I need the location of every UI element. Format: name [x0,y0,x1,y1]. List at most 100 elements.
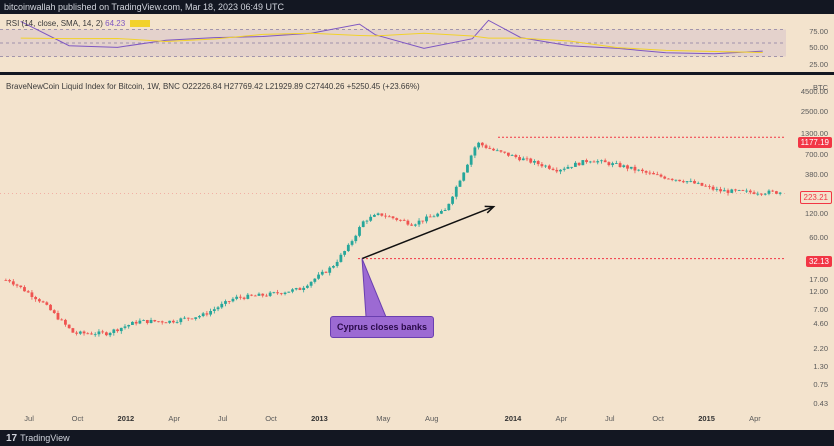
main-legend[interactable]: BraveNewCoin Liquid Index for Bitcoin, 1… [6,82,420,91]
time-axis[interactable] [0,410,834,430]
candle-down [704,185,708,187]
candle-down [518,157,521,161]
candle-up [473,147,477,156]
candle-up [313,278,317,282]
price-level-label: 380.00 [805,170,828,180]
candle-down [577,162,581,166]
candle-down [67,324,71,329]
price-scale[interactable] [786,75,834,410]
rsi-level-25: 25.00 [809,60,828,69]
candle-down [298,288,302,290]
candle-down [626,165,629,169]
candle-down [276,292,280,294]
candle-down [752,192,756,194]
time-axis-label: Apr [749,414,761,423]
candle-down [648,172,652,174]
candle-down [525,158,529,160]
candle-up [767,190,771,194]
time-axis-label: Oct [71,414,84,423]
candle-up [562,168,566,170]
candle-down [242,297,246,299]
candle-up [756,193,760,195]
candle-down [60,319,64,321]
candle-up [629,166,633,169]
candle-down [205,313,209,315]
candle-down [760,193,763,195]
candle-down [748,190,752,193]
candle-down [384,215,387,217]
candle-up [335,261,339,267]
candle-up [778,192,782,194]
trend-arrow-head [484,205,496,214]
candle-up [763,193,767,195]
candle-down [190,318,194,320]
candle-up [436,213,440,217]
candle-down [37,299,41,302]
price-level-label: 17.00 [809,275,828,285]
candle-down [19,285,23,288]
candle-down [719,189,722,192]
rsi-legend-label: RSI (14, close, SMA, 14, 2) [6,19,103,28]
candle-up [149,319,153,324]
annotation-pointer [361,258,387,318]
candle-up [142,319,145,321]
main-price-pane[interactable] [0,75,786,410]
candle-up [309,281,313,286]
candle-down [41,301,45,303]
time-axis-label: Apr [555,414,568,423]
candle-up [131,321,134,325]
time-axis-label: 2014 [504,414,522,423]
candle-down [406,220,410,225]
candle-down [678,179,682,182]
time-axis-label: Oct [652,414,665,423]
candle-up [108,332,112,336]
rsi-legend[interactable]: RSI (14, close, SMA, 14, 2) 64.23 [6,19,151,28]
candle-up [365,220,369,222]
candle-down [585,160,588,163]
price-level-label: 1300.00 [800,128,828,138]
candle-up [477,142,481,148]
candle-down [484,145,488,148]
candle-up [544,165,548,167]
candle-up [216,307,220,310]
candle-up [268,292,272,296]
candle-up [201,313,205,317]
candle-down [555,169,559,172]
candle-up [425,216,428,222]
tradingview-brand[interactable]: 17 TradingView [6,433,70,444]
candle-up [302,287,306,290]
candle-down [52,310,56,313]
candle-up [283,292,287,295]
candle-up [696,182,700,184]
candle-down [134,321,138,324]
candle-up [454,186,458,197]
candle-down [633,166,637,171]
candle-up [533,161,536,163]
candle-up [596,161,600,163]
rsi-scale[interactable] [786,14,834,72]
candle-down [547,165,551,169]
candle-down [726,190,730,193]
candle-down [655,174,659,176]
price-level-label: 700.00 [805,149,828,159]
candle-down [34,296,38,300]
price-level-label: 120.00 [805,209,828,219]
candle-down [261,293,265,296]
candle-down [618,163,622,167]
rsi-sma-line [20,32,763,54]
candle-up [469,155,473,165]
candle-up [737,190,741,191]
candle-down [641,169,644,172]
candle-up [320,271,324,275]
pane-divider[interactable] [0,72,834,75]
candle-up [600,160,603,162]
candle-down [681,181,685,183]
price-level-label: 60.00 [809,232,828,242]
candle-down [421,220,425,222]
candle-up [93,334,97,336]
high-level-badge: 1177.19 [797,137,832,148]
candle-down [670,178,674,180]
candle-down [186,317,190,319]
candle-up [112,329,116,333]
